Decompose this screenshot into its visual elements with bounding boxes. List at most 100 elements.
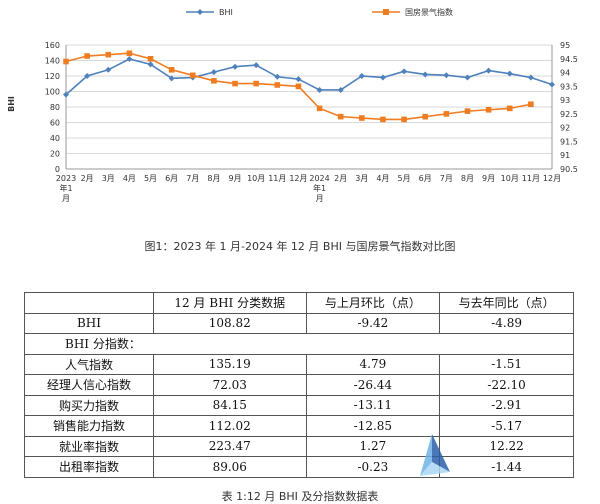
chart-axes: 0 20 40 60 80 100 120 140 160 90.5 91 91.5 92 92.5 93 9… [7,41,578,203]
figure-caption: 图1：2023 年 1 月-2024 年 12 月 BHI 与国房景气指数对比图 [144,240,456,253]
row-name: 人气指数 [24,353,154,375]
index-point [211,78,217,84]
table-row: 出租率指数 89.06 -0.23 -1.44 [24,456,574,478]
bhi-point [295,76,302,83]
index-point [168,67,175,73]
index-point [380,116,386,123]
table-header-cell: 与上月环比（点） [305,292,441,314]
x-tick-label: 7月 [186,174,199,183]
left-tick-label: 160 [45,41,60,50]
right-tick-label: 90.5 [560,165,578,174]
x-tick-label: 4月 [123,174,136,183]
x-tick-label: 9月 [482,174,495,183]
bhi-point [168,75,175,82]
row-yoy: -4.89 [439,312,574,334]
table-row: BHI 108.82 -9.42 -4.89 [24,312,574,334]
row-value: 135.19 [153,353,307,375]
y-axis-label: BHI [7,96,16,112]
x-tick-label: 2月 [334,174,347,183]
right-tick-label: 92.5 [560,110,578,119]
index-point [189,72,196,79]
bhi-point [485,67,492,74]
row-value: 89.06 [153,456,307,478]
bhi-point [358,73,365,79]
table-header-row: 12 月 BHI 分类数据 与上月环比（点） 与去年同比（点） [24,292,574,314]
left-tick-label: 100 [45,88,60,97]
table-row: 就业率指数 223.47 1.27 12.22 [24,435,574,457]
row-mom: -0.23 [305,456,441,478]
x-tick-label: 2023 年1 月 [56,174,76,203]
index-point [359,115,365,121]
row-name: 经理人信心指数 [24,374,154,396]
bhi-point [84,73,91,79]
right-tick-label: 91.5 [560,137,578,146]
bhi-data-table: 12 月 BHI 分类数据 与上月环比（点） 与去年同比（点） BHI 108.… [24,292,574,478]
index-point [464,108,471,114]
series-line-0 [65,58,553,96]
legend-marker [383,9,389,15]
index-point [253,80,259,87]
left-tick-label: 0 [55,165,60,174]
right-tick-label: 93 [560,96,570,105]
right-tick-label: 93.5 [560,82,578,91]
bhi-point [232,63,239,70]
right-tick-label: 95 [560,41,570,50]
row-name: BHI [24,312,154,334]
table-header-cell: 与去年同比（点） [439,292,574,314]
index-point [63,58,69,65]
row-value: 108.82 [153,312,307,334]
x-tick-label: 9月 [228,174,241,183]
bhi-point [506,70,513,77]
left-tick-label: 40 [50,134,60,143]
bhi-point [210,69,217,76]
legend-label: BHI [219,8,233,17]
table-row: 经理人信心指数 72.03 -26.44 -22.10 [24,374,574,396]
row-name: 购买力指数 [24,394,154,416]
right-tick-label: 94 [560,69,570,78]
index-point [274,82,281,88]
bhi-point [443,72,450,79]
bhi-comparison-chart: 0 20 40 60 80 100 120 140 160 90.5 91 91.5 92 92.5 93 9… [7,7,578,203]
x-tick-label: 6月 [419,174,432,183]
x-tick-label: 11月 [268,174,286,183]
index-point [126,50,133,57]
x-tick-label: 12月 [543,174,561,183]
bhi-point [126,55,133,62]
left-tick-label: 20 [50,150,60,159]
bhi-point [401,68,408,75]
row-name: 出租率指数 [24,456,154,478]
bhi-point [274,73,281,80]
index-point [337,113,344,120]
bhi-point [316,86,323,93]
index-point [506,105,513,112]
x-tick-label: 12月 [289,174,307,183]
right-tick-label: 91 [560,151,570,160]
legend-label: 国房景气指数 [405,7,453,17]
left-tick-label: 60 [50,119,60,128]
row-name: 销售能力指数 [24,415,154,437]
right-tick-label: 92 [560,124,570,133]
index-point [528,101,534,108]
table-header-cell: 12 月 BHI 分类数据 [153,292,307,314]
left-tick-label: 120 [45,72,60,81]
x-tick-label: 2024 年1 月 [309,174,329,203]
table-row: 销售能力指数 112.02 -12.85 -5.17 [24,415,574,437]
table-row: 人气指数 135.19 4.79 -1.51 [24,353,574,375]
row-mom: -9.42 [305,312,441,334]
index-point [147,55,154,62]
bhi-point [379,74,386,81]
chart-series [63,50,555,123]
row-value: 72.03 [153,374,307,396]
table-header-cell [24,292,154,314]
row-yoy: -2.91 [439,394,574,416]
x-tick-label: 8月 [461,174,474,183]
left-tick-label: 80 [50,103,60,112]
index-point [443,111,450,117]
table-caption: 表 1:12 月 BHI 及分指数数据表 [221,490,379,503]
chart-legend: BHI 国房景气指数 [186,7,453,17]
row-value: 84.15 [153,394,307,416]
row-mom: -13.11 [305,394,441,416]
x-tick-label: 11月 [522,174,540,183]
bhi-point [253,62,260,69]
row-mom: -26.44 [305,374,441,396]
